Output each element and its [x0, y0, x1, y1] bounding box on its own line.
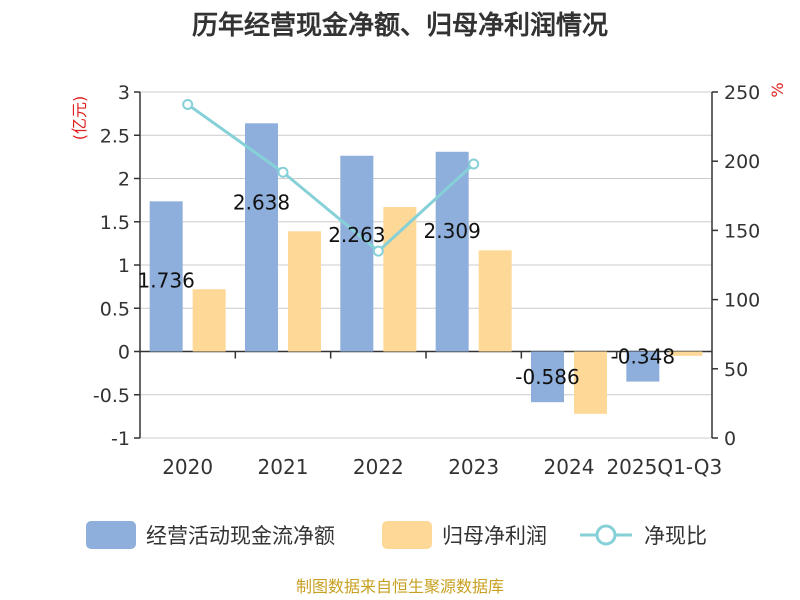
right-tick-label: 250 [724, 82, 760, 104]
ratio-point [468, 158, 480, 170]
legend-swatch-cashflow [86, 521, 136, 549]
left-tick-label: 2 [118, 169, 130, 191]
data-label-2020: 1.736 [138, 268, 195, 292]
left-axis-unit: (亿元) [70, 96, 89, 141]
bars [149, 123, 703, 414]
right-tick-label: 100 [724, 290, 760, 312]
profit-bar-2021 [288, 231, 321, 352]
data-source-note: 制图数据来自恒生聚源数据库 [296, 577, 504, 596]
left-tick-label: -0.5 [93, 385, 130, 407]
cashflow-bar-2022 [340, 155, 374, 352]
gridlines [140, 91, 712, 439]
profit-bar-2023 [478, 250, 512, 352]
legend-marker-ratio [595, 524, 617, 546]
left-tick-label: 0.5 [100, 298, 130, 320]
right-tick-label: 0 [724, 428, 736, 450]
x-tick-label: 2020 [162, 455, 213, 479]
cashflow-bar-2021 [245, 123, 278, 352]
left-tick-label: -1 [111, 428, 130, 450]
data-labels: 1.736 2.638 2.263 2.309 -0.586 -0.348 [138, 190, 676, 389]
chart-title: 历年经营现金净额、归母净利润情况 [192, 10, 608, 41]
cashflow-bar-2020 [149, 201, 183, 352]
ratio-line [182, 98, 480, 257]
left-tick-label: 0 [118, 342, 130, 364]
axes [134, 91, 718, 439]
profit-bar-2020 [192, 289, 226, 352]
profit-bar-2022 [383, 207, 417, 352]
right-tick-label: 150 [724, 220, 760, 242]
x-tick-label: 2025Q1-Q3 [606, 455, 722, 479]
cashflow-bar-2024 [531, 351, 564, 403]
profit-bar-2025Q1-Q3 [669, 351, 703, 356]
left-tick-label: 2.5 [100, 125, 130, 147]
right-tick-label: 200 [724, 151, 760, 173]
right-axis-ticks: 250 200 150 100 50 0 [724, 82, 760, 450]
profit-bar-2024 [574, 351, 607, 414]
x-axis-ticks: 2020 2021 2022 2023 2024 2025Q1-Q3 [162, 455, 722, 479]
ratio-point [372, 245, 384, 257]
right-tick-label: 50 [724, 359, 748, 381]
left-tick-label: 1 [118, 255, 130, 277]
data-label-2022: 2.263 [328, 223, 385, 247]
cashflow-bar-2025Q1-Q3 [626, 351, 660, 382]
x-tick-label: 2023 [448, 455, 499, 479]
x-tick-label: 2021 [258, 455, 309, 479]
x-tick-label: 2024 [544, 455, 595, 479]
left-tick-label: 1.5 [100, 212, 130, 234]
left-tick-label: 3 [118, 82, 130, 104]
legend-label-ratio: 净现比 [644, 524, 707, 548]
right-axis-unit: % [768, 82, 787, 97]
legend-swatch-profit [382, 521, 432, 549]
legend: 经营活动现金流净额 归母净利润 净现比 [86, 521, 707, 549]
ratio-point [182, 98, 194, 110]
data-label-2024: -0.586 [515, 365, 579, 389]
ratio-polyline [186, 103, 475, 254]
left-axis-ticks: 3 2.5 2 1.5 1 0.5 0 -0.5 -1 [93, 82, 130, 450]
legend-label-profit: 归母净利润 [442, 524, 547, 548]
data-label-2025Q1-Q3: -0.348 [611, 345, 675, 369]
data-label-2021: 2.638 [233, 190, 290, 214]
ratio-point [277, 166, 289, 178]
x-tick-label: 2022 [353, 455, 404, 479]
legend-label-cashflow: 经营活动现金流净额 [146, 524, 335, 548]
data-label-2023: 2.309 [424, 219, 481, 243]
